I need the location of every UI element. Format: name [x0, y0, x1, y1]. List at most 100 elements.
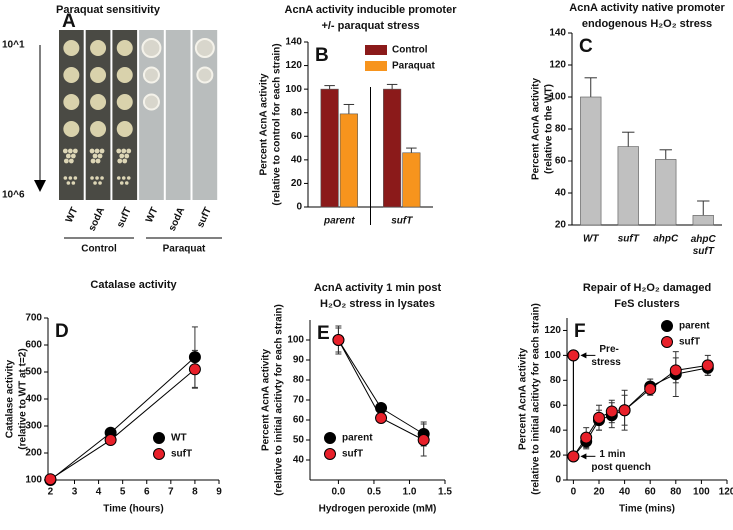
legend-marker [661, 336, 673, 348]
bar [655, 159, 677, 226]
data-point [375, 402, 388, 414]
legend-swatch [365, 45, 387, 55]
data-point [618, 404, 631, 417]
legend-marker [153, 448, 165, 460]
colony-spot [116, 67, 133, 83]
data-point [188, 363, 201, 376]
panel-letter: C [579, 36, 593, 57]
y-tick-label: 500 [25, 367, 42, 378]
data-point [375, 412, 388, 424]
y-tick-label: 140 [285, 37, 302, 48]
colony-dot [97, 153, 103, 159]
x-tick-label: 4 [96, 487, 102, 498]
legend-label: parent [679, 321, 710, 332]
colony-spot [90, 67, 107, 83]
colony-dot [100, 176, 104, 180]
bar [692, 215, 714, 226]
colony-dot [73, 176, 78, 180]
arrow-head [34, 180, 46, 192]
colony-dot [68, 158, 74, 164]
x-tick-label: 80 [670, 487, 682, 498]
y-tick-label: 400 [25, 394, 42, 405]
colony-dot [93, 181, 97, 185]
colony-dot [119, 153, 125, 159]
legend-marker [324, 432, 336, 444]
panel-letter: B [315, 45, 329, 66]
colony-spot [63, 67, 80, 83]
colony-dot [119, 181, 124, 185]
colony-dot [90, 158, 96, 164]
data-point [580, 431, 593, 444]
lane-label: sufT [195, 206, 214, 230]
x-tick-label: sufT [618, 234, 640, 245]
plate-lane [59, 30, 84, 200]
colony-spot [196, 66, 214, 84]
colony-dot [124, 153, 130, 159]
y-tick-label: 120 [549, 60, 566, 71]
x-tick-label: 100 [693, 487, 710, 498]
y-tick-label: 90 [293, 355, 305, 366]
colony-dot [121, 148, 127, 154]
colony-dot [121, 176, 126, 180]
x-axis-label: Hydrogen peroxide (mM) [319, 504, 437, 515]
x-axis-label: Time (mins) [619, 504, 675, 515]
lane-label: sodA [87, 206, 108, 233]
lane-label: WT [144, 206, 161, 225]
y-tick-label: 60 [291, 131, 303, 142]
colony-dot [63, 176, 68, 180]
plate-lane [192, 30, 218, 200]
series-line [50, 356, 196, 481]
x-tick-label: 9 [216, 487, 222, 498]
chart-title: H₂O₂ stress in lysates [320, 298, 435, 310]
group-label: Paraquat [163, 244, 206, 255]
x-tick-label: 6 [144, 487, 150, 498]
x-axis-label: Time (hours) [103, 504, 163, 515]
y-tick-label: 120 [285, 60, 302, 71]
y-axis-label: Percent AcnA activity [518, 348, 529, 451]
series-line [572, 355, 708, 458]
data-point [417, 434, 430, 446]
legend-marker [153, 432, 165, 444]
x-tick-label: ahpC sufT [691, 234, 717, 257]
x-tick-label: 2 [48, 487, 54, 498]
y-tick-label: 60 [550, 400, 562, 411]
y-tick-label: 700 [25, 313, 42, 324]
y-tick-label: 60 [293, 415, 305, 426]
y-tick-label: 600 [25, 340, 42, 351]
bar [383, 88, 402, 208]
chart-title: AcnA activity 1 min post [314, 282, 442, 294]
data-point [605, 405, 618, 418]
x-tick-label: 8 [192, 487, 198, 498]
colony-spot [116, 121, 133, 137]
bar [402, 152, 421, 208]
legend-label: parent [342, 433, 373, 444]
x-tick-label: 60 [645, 487, 657, 498]
y-tick-label: 60 [555, 156, 567, 167]
y-tick-label: 100 [25, 475, 42, 486]
series-line [337, 339, 424, 441]
x-tick-label: 0 [571, 487, 577, 498]
legend-swatch [365, 61, 387, 71]
x-tick-label: parent [323, 216, 355, 227]
bar [580, 96, 602, 226]
y-axis-label: (relative to initial acitivty for each s… [274, 304, 285, 496]
y-tick-label: 120 [544, 325, 561, 336]
y-tick-label: 40 [293, 455, 305, 466]
colony-dot [89, 148, 95, 154]
colony-dot [126, 148, 132, 154]
colony-dot [116, 148, 122, 154]
data-point [188, 351, 201, 364]
plate-lane [112, 30, 138, 200]
data-point [44, 473, 57, 486]
panel-title: Paraquat sensitivity [56, 4, 161, 16]
colony-spot [63, 40, 80, 56]
x-tick-label: WT [583, 234, 599, 245]
y-axis-label: Percent AcnA activity [259, 73, 270, 176]
y-tick-label: 100 [285, 84, 302, 95]
y-tick-label: 70 [293, 395, 305, 406]
y-tick-label: 20 [555, 220, 567, 231]
colony-spot [90, 40, 107, 56]
colony-dot [124, 181, 129, 185]
bar [617, 146, 639, 226]
